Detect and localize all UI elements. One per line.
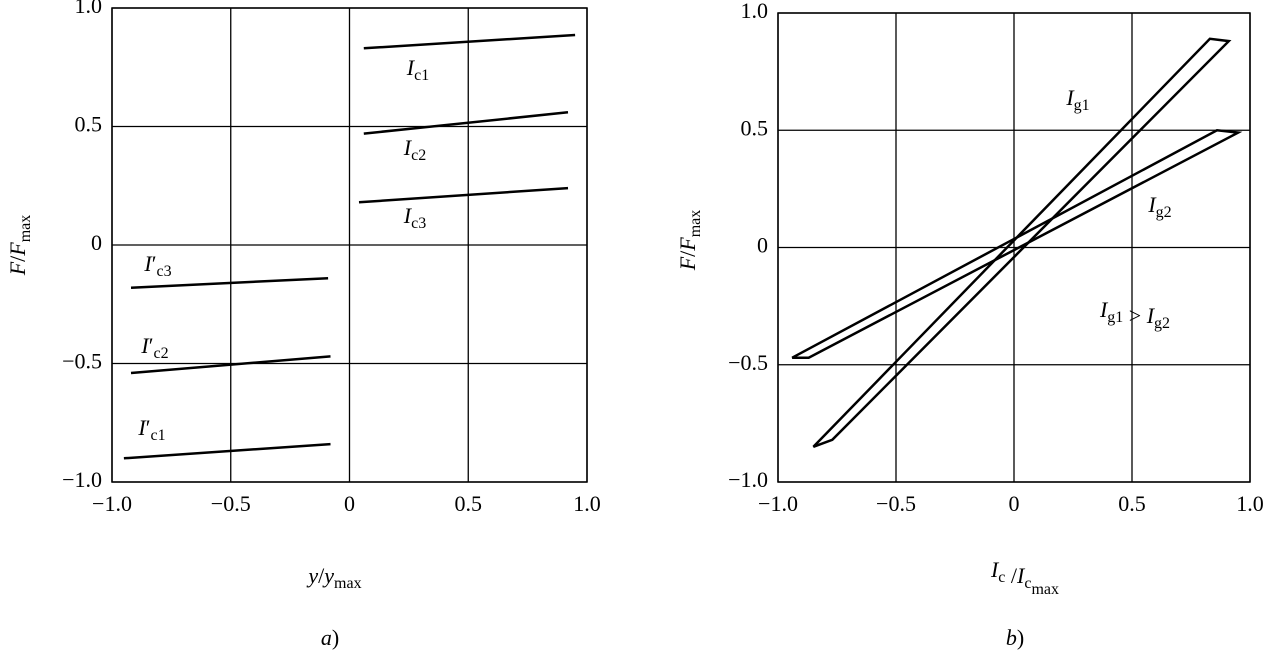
line (123, 442, 331, 460)
series-label: I′c2 (140, 333, 168, 362)
y-tick-label: 1.0 (741, 0, 769, 23)
panel-label: a) (321, 625, 339, 650)
x-tick-label: 0.5 (455, 491, 483, 516)
x-axis-label: y/ymax (306, 563, 361, 592)
series-label: Ic3 (403, 203, 426, 232)
x-tick-label: −0.5 (211, 491, 251, 516)
series-label: I′c3 (143, 251, 171, 280)
y-tick-label: −0.5 (728, 350, 768, 375)
hysteresis-loop (812, 37, 1232, 448)
annotation: Ig1 > Ig2 (1099, 297, 1170, 332)
y-tick-label: 1.0 (75, 0, 103, 18)
y-tick-label: −0.5 (62, 349, 102, 374)
y-axis-label: F/Fmax (675, 210, 704, 272)
y-tick-label: −1.0 (728, 467, 768, 492)
y-tick-label: 0.5 (75, 112, 103, 137)
x-tick-label: 0.5 (1118, 491, 1146, 516)
panel-label: b) (1006, 625, 1024, 650)
series-label: Ic1 (406, 55, 429, 84)
series-label: Ig2 (1147, 192, 1171, 221)
x-tick-label: −1.0 (92, 491, 132, 516)
y-tick-label: −1.0 (62, 467, 102, 492)
x-tick-label: 0 (344, 491, 355, 516)
y-axis-label: F/Fmax (5, 215, 34, 277)
y-tick-label: 0.5 (741, 115, 769, 140)
y-tick-label: 0 (91, 230, 102, 255)
series-label: Ig1 (1065, 85, 1089, 114)
x-tick-label: 1.0 (1236, 491, 1264, 516)
line (358, 186, 569, 204)
hysteresis-loop (791, 129, 1243, 359)
x-tick-label: −1.0 (758, 491, 798, 516)
line (363, 33, 576, 50)
series-label: Ic2 (403, 135, 426, 164)
y-tick-label: 0 (757, 233, 768, 258)
series-label: I′c1 (137, 415, 165, 444)
line (130, 355, 331, 375)
line (363, 111, 569, 135)
x-tick-label: 1.0 (573, 491, 601, 516)
x-tick-label: 0 (1009, 491, 1020, 516)
x-tick-label: −0.5 (876, 491, 916, 516)
line (130, 276, 329, 289)
x-axis-label: Ic /Icmax (990, 557, 1059, 598)
